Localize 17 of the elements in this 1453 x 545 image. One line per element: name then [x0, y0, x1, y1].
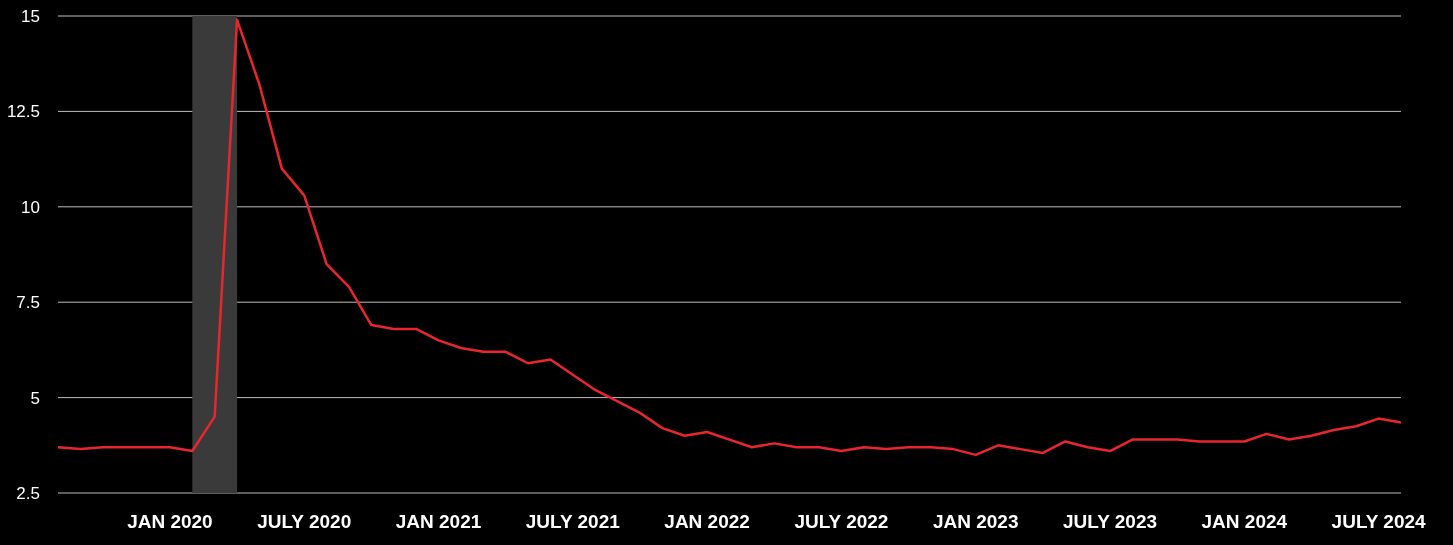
y-tick-label: 10 [21, 197, 40, 217]
x-tick-label: JAN 2022 [664, 511, 750, 533]
y-tick-label: 12.5 [6, 102, 40, 122]
x-tick-label: JAN 2021 [395, 511, 482, 533]
y-tick-label: 7.5 [16, 293, 40, 313]
x-tick-label: JULY 2024 [1331, 511, 1427, 533]
y-tick-label: 5 [30, 388, 40, 408]
x-tick-label: JULY 2021 [525, 511, 621, 533]
x-tick-label: JULY 2022 [794, 511, 889, 533]
x-tick-label: JAN 2024 [1201, 511, 1288, 533]
x-tick-label: JULY 2023 [1063, 511, 1158, 533]
x-tick-label: JAN 2020 [127, 511, 213, 533]
x-tick-label: JULY 2020 [257, 511, 352, 533]
x-tick-label: JAN 2023 [932, 511, 1019, 533]
y-tick-label: 2.5 [16, 484, 40, 504]
line-series [58, 18, 1401, 457]
y-tick-label: 15 [21, 7, 40, 27]
